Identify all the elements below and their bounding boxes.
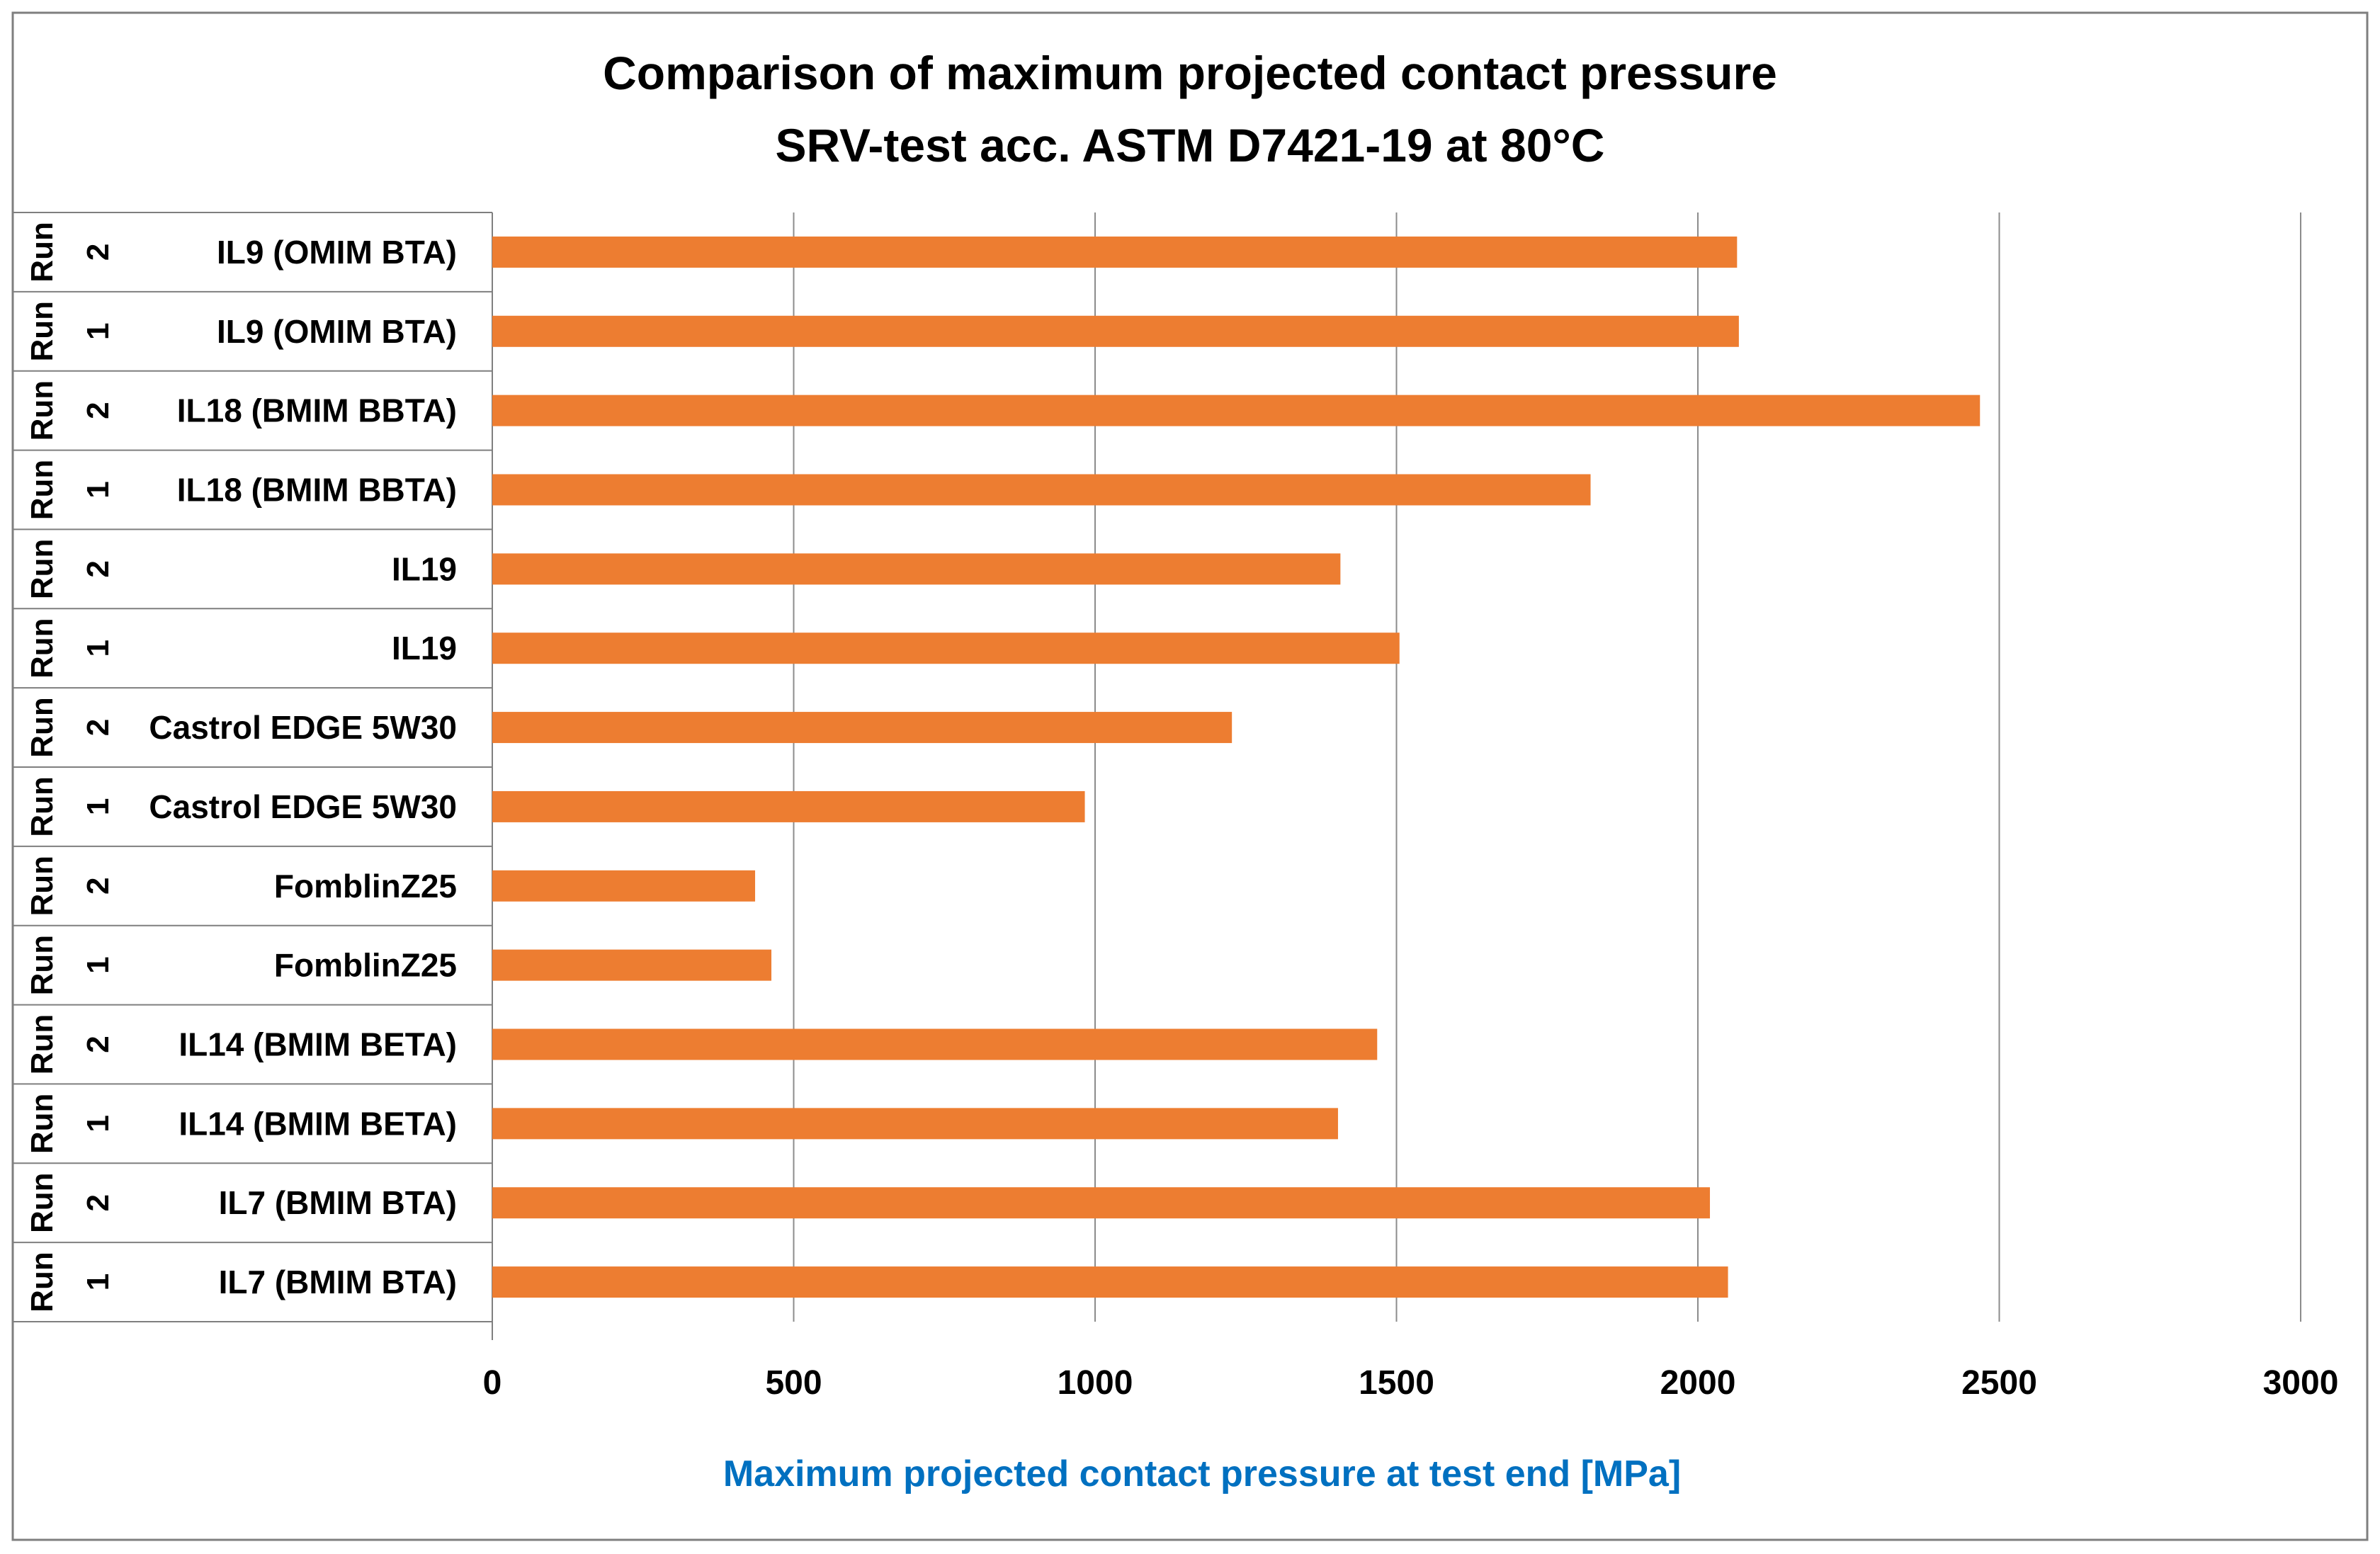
- category-labels: IL9 (OMIM BTA) 2 Run IL9 (OMIM BTA) 1 Run IL18…: [25, 222, 457, 1312]
- run-number-label: 2: [81, 1036, 115, 1053]
- bar: [492, 236, 1738, 268]
- category-label: FomblinZ25: [274, 947, 457, 984]
- x-tick-label: 2500: [1961, 1364, 2037, 1402]
- category-label: IL9 (OMIM BTA): [217, 234, 457, 271]
- bar: [492, 870, 756, 902]
- x-tick-label: 2000: [1660, 1364, 1736, 1402]
- run-number-label: 2: [81, 1194, 115, 1211]
- category-label: IL14 (BMIM BETA): [178, 1105, 457, 1142]
- run-number-label: 1: [81, 1115, 115, 1132]
- category-label: IL19: [392, 550, 457, 587]
- category-label: IL7 (BMIM BTA): [219, 1264, 457, 1300]
- run-number-label: 1: [81, 1274, 115, 1291]
- run-number-label: 1: [81, 323, 115, 340]
- category-label: IL7 (BMIM BTA): [219, 1184, 457, 1221]
- x-tick-label: 1500: [1359, 1364, 1434, 1402]
- category-label: IL9 (OMIM BTA): [217, 313, 457, 350]
- category-label: IL18 (BMIM BBTA): [177, 392, 457, 429]
- category-label: FomblinZ25: [274, 868, 457, 904]
- run-group-label: Run: [25, 1094, 60, 1155]
- bar: [492, 1028, 1378, 1060]
- run-number-label: 2: [81, 560, 115, 577]
- run-group-label: Run: [25, 460, 60, 521]
- bar: [492, 949, 772, 981]
- bar: [492, 1266, 1728, 1298]
- run-group-label: Run: [25, 1014, 60, 1075]
- run-group-label: Run: [25, 697, 60, 758]
- run-group-label: Run: [25, 618, 60, 679]
- chart-title: Comparison of maximum projected contact …: [603, 47, 1777, 99]
- bar: [492, 474, 1591, 506]
- category-label: Castrol EDGE 5W30: [149, 788, 457, 825]
- run-group-label: Run: [25, 539, 60, 600]
- x-tick-label: 1000: [1058, 1364, 1133, 1402]
- run-number-label: 1: [81, 640, 115, 657]
- run-group-label: Run: [25, 856, 60, 917]
- run-number-label: 1: [81, 481, 115, 498]
- run-group-label: Run: [25, 1252, 60, 1312]
- x-tick-label: 500: [765, 1364, 822, 1402]
- run-group-label: Run: [25, 222, 60, 283]
- run-number-label: 1: [81, 956, 115, 973]
- run-group-label: Run: [25, 1172, 60, 1233]
- run-group-label: Run: [25, 776, 60, 837]
- chart-subtitle: SRV-test acc. ASTM D7421-19 at 80°C: [776, 119, 1605, 171]
- run-group-label: Run: [25, 380, 60, 441]
- bar: [492, 790, 1085, 822]
- x-tick-label: 0: [483, 1364, 502, 1402]
- bar: [492, 1187, 1711, 1219]
- bar: [492, 553, 1341, 585]
- category-label: IL14 (BMIM BETA): [178, 1026, 457, 1063]
- bar: [492, 1108, 1338, 1140]
- run-group-label: Run: [25, 935, 60, 996]
- category-label: Castrol EDGE 5W30: [149, 709, 457, 746]
- bar: [492, 712, 1232, 744]
- bar: [492, 395, 1980, 426]
- x-tick-label: 3000: [2263, 1364, 2339, 1402]
- x-axis-title: Maximum projected contact pressure at te…: [723, 1453, 1681, 1495]
- run-number-label: 1: [81, 798, 115, 815]
- run-group-label: Run: [25, 301, 60, 362]
- bars: [492, 236, 1980, 1298]
- category-label: IL18 (BMIM BBTA): [177, 472, 457, 509]
- category-label: IL19: [392, 630, 457, 667]
- x-tick-labels: 0 500 1000 1500 2000 2500 3000: [483, 1364, 2339, 1402]
- run-number-label: 2: [81, 719, 115, 736]
- bar: [492, 315, 1739, 347]
- run-number-label: 2: [81, 402, 115, 419]
- bar: [492, 633, 1400, 664]
- chart-border: [11, 11, 2369, 1541]
- run-number-label: 2: [81, 244, 115, 261]
- run-number-label: 2: [81, 878, 115, 895]
